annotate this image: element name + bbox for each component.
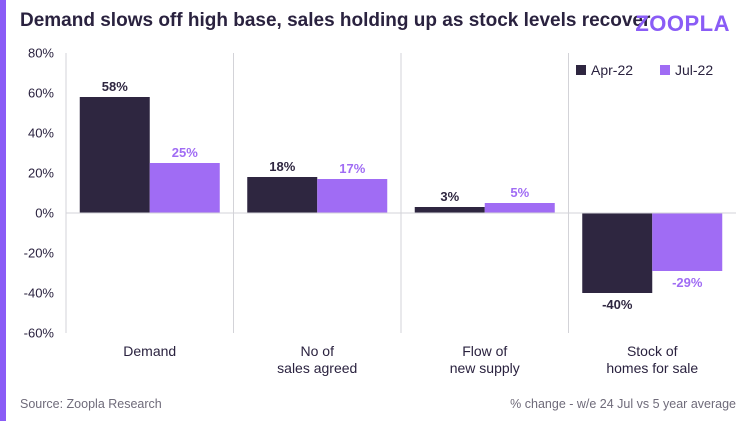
legend-label: Apr-22 [591, 62, 633, 78]
category-label: Demand [123, 343, 176, 359]
bar-jul-22 [149, 163, 220, 213]
y-tick-label: -20% [24, 246, 55, 261]
bar-jul-22 [317, 179, 388, 213]
measure-note: % change - w/e 24 Jul vs 5 year average [510, 397, 736, 411]
y-tick-label: 60% [28, 86, 54, 101]
bar-jul-22 [652, 213, 723, 271]
category-label: new supply [450, 360, 520, 376]
y-tick-label: 20% [28, 166, 54, 181]
y-tick-label: 0% [35, 206, 54, 221]
bar-apr-22 [79, 97, 150, 213]
y-tick-label: -40% [24, 286, 55, 301]
bar-jul-22 [484, 203, 555, 213]
category-label: sales agreed [277, 360, 357, 376]
chart-title: Demand slows off high base, sales holdin… [20, 10, 651, 31]
data-label: 3% [440, 189, 459, 204]
data-label: 18% [269, 159, 295, 174]
source-note: Source: Zoopla Research [20, 397, 162, 411]
zoopla-logo: ZOOPLA [635, 11, 730, 36]
legend-label: Jul-22 [675, 62, 713, 78]
bar-apr-22 [247, 177, 318, 213]
legend-swatch [576, 65, 586, 75]
data-label: 58% [102, 79, 128, 94]
data-label: 5% [510, 185, 529, 200]
category-label: Stock of [627, 343, 678, 359]
y-tick-label: 80% [28, 46, 54, 61]
data-label: -40% [602, 297, 633, 312]
bar-apr-22 [414, 207, 485, 213]
legend-swatch [660, 65, 670, 75]
y-tick-label: -60% [24, 326, 55, 341]
category-label: Flow of [462, 343, 507, 359]
data-label: -29% [672, 275, 703, 290]
bar-apr-22 [582, 213, 653, 293]
data-label: 17% [339, 161, 365, 176]
category-label: No of [301, 343, 335, 359]
y-tick-label: 40% [28, 126, 54, 141]
category-label: homes for sale [606, 360, 698, 376]
data-label: 25% [172, 145, 198, 160]
